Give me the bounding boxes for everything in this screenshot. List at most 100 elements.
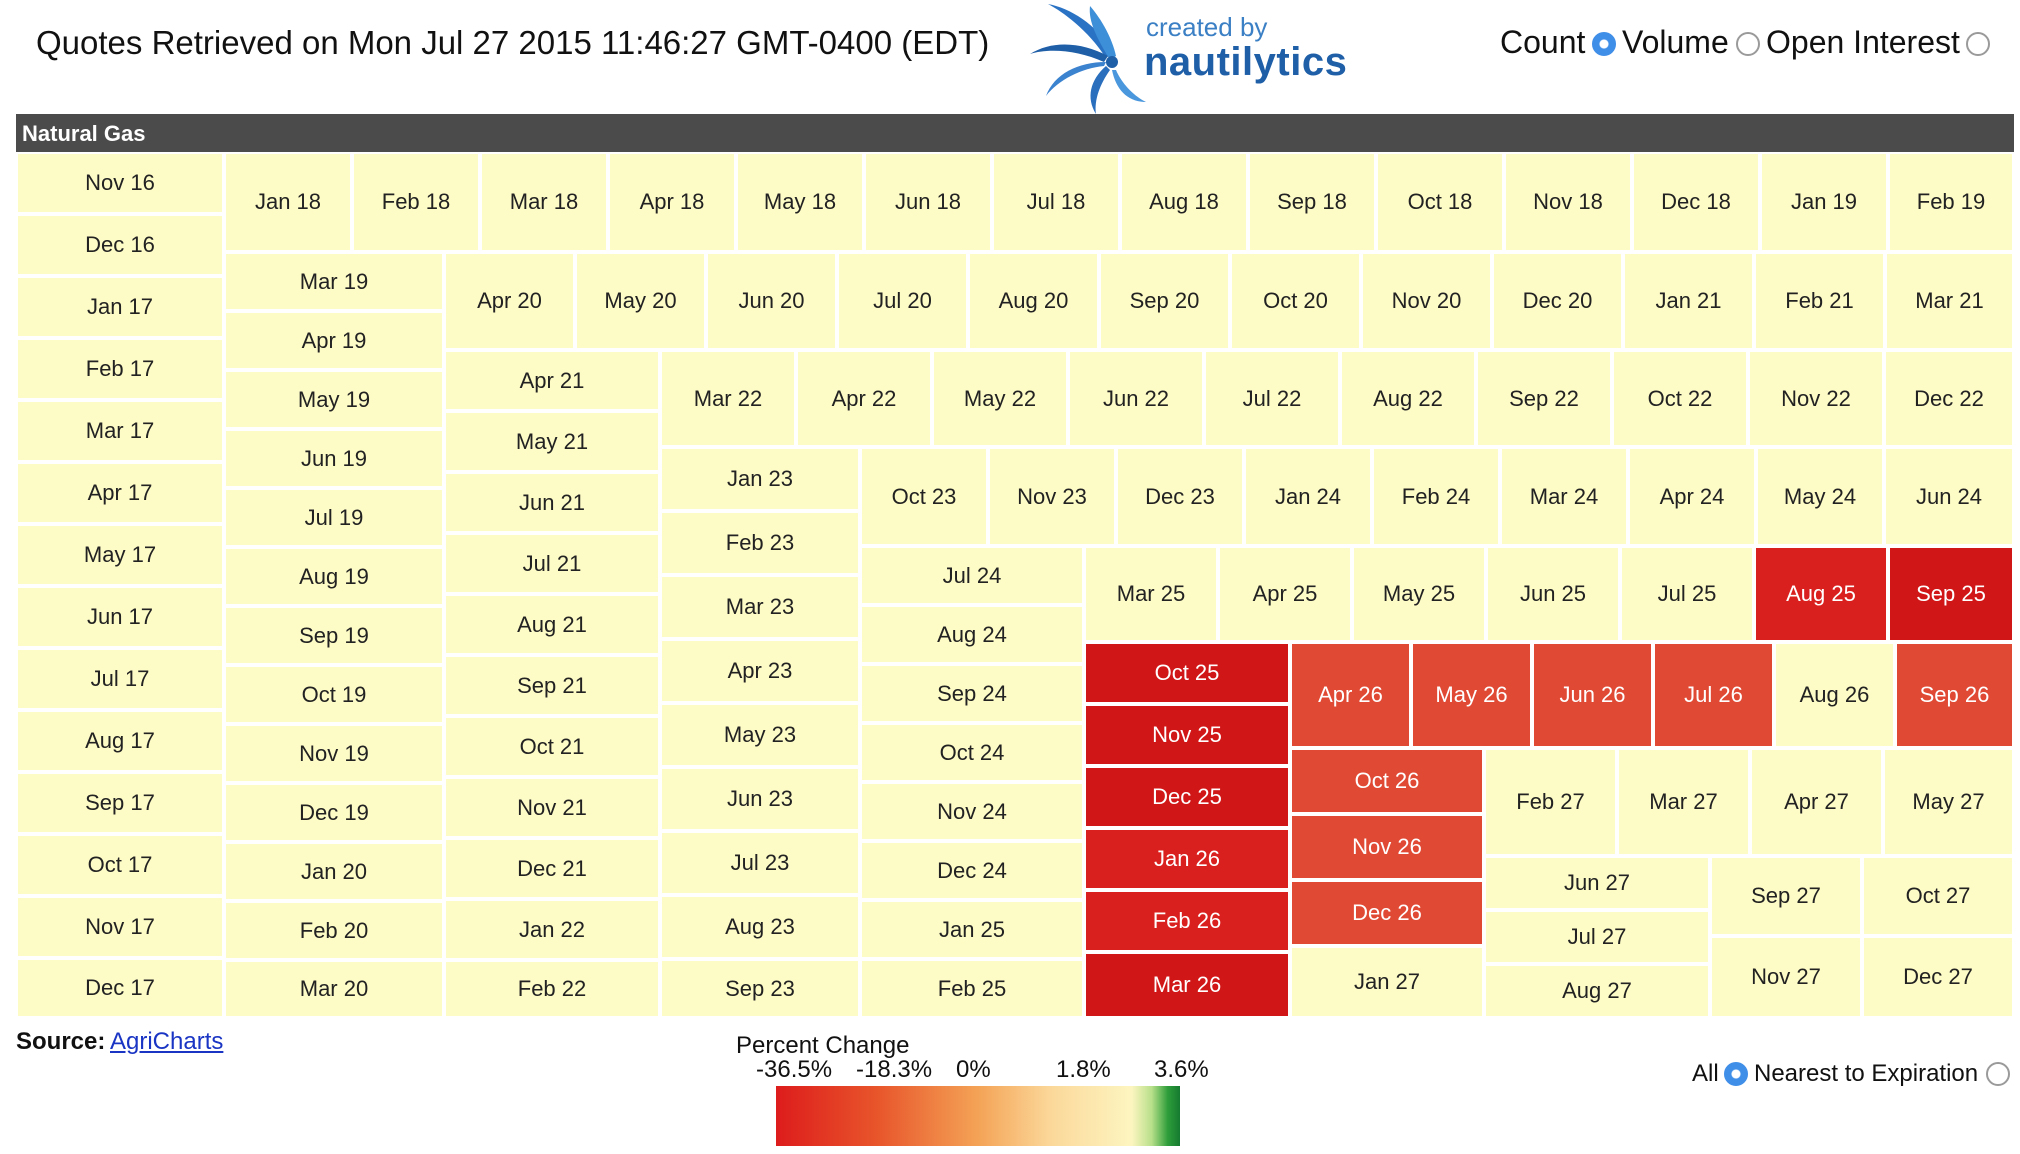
contract-cell-aug-25[interactable]: Aug 25 bbox=[1754, 546, 1888, 642]
contract-cell-nov-26[interactable]: Nov 26 bbox=[1290, 814, 1484, 880]
contract-cell-may-17[interactable]: May 17 bbox=[16, 524, 224, 586]
contract-cell-jul-25[interactable]: Jul 25 bbox=[1620, 546, 1754, 642]
filter-nearest-label[interactable]: Nearest to Expiration bbox=[1754, 1060, 1979, 1087]
contract-cell-aug-27[interactable]: Aug 27 bbox=[1484, 964, 1710, 1018]
contract-cell-nov-24[interactable]: Nov 24 bbox=[860, 782, 1084, 841]
contract-cell-may-21[interactable]: May 21 bbox=[444, 411, 660, 472]
contract-cell-may-20[interactable]: May 20 bbox=[575, 252, 706, 350]
contract-cell-jun-19[interactable]: Jun 19 bbox=[224, 429, 444, 488]
contract-cell-aug-22[interactable]: Aug 22 bbox=[1340, 350, 1476, 447]
contract-cell-jul-19[interactable]: Jul 19 bbox=[224, 488, 444, 547]
contract-cell-sep-20[interactable]: Sep 20 bbox=[1099, 252, 1230, 350]
contract-cell-feb-26[interactable]: Feb 26 bbox=[1084, 890, 1290, 952]
contract-cell-aug-26[interactable]: Aug 26 bbox=[1774, 642, 1895, 748]
contract-cell-nov-21[interactable]: Nov 21 bbox=[444, 777, 660, 838]
contract-cell-jun-17[interactable]: Jun 17 bbox=[16, 586, 224, 648]
contract-cell-aug-21[interactable]: Aug 21 bbox=[444, 594, 660, 655]
contract-cell-jul-17[interactable]: Jul 17 bbox=[16, 648, 224, 710]
contract-cell-apr-18[interactable]: Apr 18 bbox=[608, 152, 736, 252]
contract-cell-sep-23[interactable]: Sep 23 bbox=[660, 959, 860, 1018]
contract-cell-sep-19[interactable]: Sep 19 bbox=[224, 606, 444, 665]
contract-cell-jan-18[interactable]: Jan 18 bbox=[224, 152, 352, 252]
contract-cell-apr-25[interactable]: Apr 25 bbox=[1218, 546, 1352, 642]
contract-cell-apr-23[interactable]: Apr 23 bbox=[660, 639, 860, 703]
contract-cell-jul-20[interactable]: Jul 20 bbox=[837, 252, 968, 350]
contract-cell-nov-19[interactable]: Nov 19 bbox=[224, 724, 444, 783]
contract-cell-oct-18[interactable]: Oct 18 bbox=[1376, 152, 1504, 252]
contract-cell-mar-20[interactable]: Mar 20 bbox=[224, 960, 444, 1018]
contract-cell-mar-27[interactable]: Mar 27 bbox=[1617, 748, 1750, 856]
contract-cell-jan-19[interactable]: Jan 19 bbox=[1760, 152, 1888, 252]
contract-cell-dec-18[interactable]: Dec 18 bbox=[1632, 152, 1760, 252]
contract-cell-apr-24[interactable]: Apr 24 bbox=[1628, 447, 1756, 546]
contract-cell-jan-26[interactable]: Jan 26 bbox=[1084, 828, 1290, 890]
contract-cell-nov-20[interactable]: Nov 20 bbox=[1361, 252, 1492, 350]
contract-cell-apr-21[interactable]: Apr 21 bbox=[444, 350, 660, 411]
contract-cell-sep-26[interactable]: Sep 26 bbox=[1895, 642, 2014, 748]
contract-cell-jun-22[interactable]: Jun 22 bbox=[1068, 350, 1204, 447]
contract-cell-nov-17[interactable]: Nov 17 bbox=[16, 896, 224, 958]
filter-all-label[interactable]: All bbox=[1692, 1060, 1719, 1087]
contract-cell-jul-23[interactable]: Jul 23 bbox=[660, 831, 860, 895]
contract-cell-mar-18[interactable]: Mar 18 bbox=[480, 152, 608, 252]
contract-cell-oct-25[interactable]: Oct 25 bbox=[1084, 642, 1290, 704]
contract-cell-jun-25[interactable]: Jun 25 bbox=[1486, 546, 1620, 642]
contract-cell-jan-17[interactable]: Jan 17 bbox=[16, 276, 224, 338]
radio-volume[interactable] bbox=[1736, 32, 1760, 56]
contract-cell-feb-17[interactable]: Feb 17 bbox=[16, 338, 224, 400]
radio-count-label[interactable]: Count bbox=[1500, 24, 1586, 60]
contract-cell-feb-23[interactable]: Feb 23 bbox=[660, 511, 860, 575]
contract-cell-sep-24[interactable]: Sep 24 bbox=[860, 664, 1084, 723]
contract-cell-oct-20[interactable]: Oct 20 bbox=[1230, 252, 1361, 350]
contract-cell-aug-19[interactable]: Aug 19 bbox=[224, 547, 444, 606]
contract-cell-oct-26[interactable]: Oct 26 bbox=[1290, 748, 1484, 814]
contract-cell-dec-19[interactable]: Dec 19 bbox=[224, 783, 444, 842]
contract-cell-feb-22[interactable]: Feb 22 bbox=[444, 960, 660, 1018]
source-link[interactable]: AgriCharts bbox=[110, 1028, 224, 1055]
contract-cell-jan-20[interactable]: Jan 20 bbox=[224, 842, 444, 901]
contract-cell-oct-23[interactable]: Oct 23 bbox=[860, 447, 988, 546]
contract-cell-jun-24[interactable]: Jun 24 bbox=[1884, 447, 2014, 546]
contract-cell-apr-22[interactable]: Apr 22 bbox=[796, 350, 932, 447]
contract-cell-dec-27[interactable]: Dec 27 bbox=[1862, 936, 2014, 1018]
contract-cell-oct-17[interactable]: Oct 17 bbox=[16, 834, 224, 896]
contract-cell-jun-26[interactable]: Jun 26 bbox=[1532, 642, 1653, 748]
contract-cell-jun-18[interactable]: Jun 18 bbox=[864, 152, 992, 252]
contract-cell-jun-23[interactable]: Jun 23 bbox=[660, 767, 860, 831]
contract-cell-jan-21[interactable]: Jan 21 bbox=[1623, 252, 1754, 350]
contract-cell-mar-23[interactable]: Mar 23 bbox=[660, 575, 860, 639]
contract-cell-mar-19[interactable]: Mar 19 bbox=[224, 252, 444, 311]
contract-cell-apr-19[interactable]: Apr 19 bbox=[224, 311, 444, 370]
contract-cell-jan-24[interactable]: Jan 24 bbox=[1244, 447, 1372, 546]
contract-cell-dec-22[interactable]: Dec 22 bbox=[1884, 350, 2014, 447]
filter-all-radio[interactable] bbox=[1724, 1062, 1748, 1086]
contract-cell-may-25[interactable]: May 25 bbox=[1352, 546, 1486, 642]
contract-cell-feb-20[interactable]: Feb 20 bbox=[224, 901, 444, 960]
contract-cell-sep-21[interactable]: Sep 21 bbox=[444, 655, 660, 716]
contract-cell-nov-23[interactable]: Nov 23 bbox=[988, 447, 1116, 546]
contract-cell-aug-24[interactable]: Aug 24 bbox=[860, 605, 1084, 664]
contract-cell-jul-26[interactable]: Jul 26 bbox=[1653, 642, 1774, 748]
contract-cell-mar-26[interactable]: Mar 26 bbox=[1084, 952, 1290, 1018]
contract-cell-may-24[interactable]: May 24 bbox=[1756, 447, 1884, 546]
contract-cell-apr-20[interactable]: Apr 20 bbox=[444, 252, 575, 350]
contract-cell-sep-27[interactable]: Sep 27 bbox=[1710, 856, 1862, 936]
contract-cell-feb-25[interactable]: Feb 25 bbox=[860, 959, 1084, 1018]
contract-cell-jul-24[interactable]: Jul 24 bbox=[860, 546, 1084, 605]
radio-count[interactable] bbox=[1592, 32, 1616, 56]
contract-cell-may-23[interactable]: May 23 bbox=[660, 703, 860, 767]
contract-cell-dec-20[interactable]: Dec 20 bbox=[1492, 252, 1623, 350]
contract-cell-oct-27[interactable]: Oct 27 bbox=[1862, 856, 2014, 936]
contract-cell-jul-21[interactable]: Jul 21 bbox=[444, 533, 660, 594]
radio-open-interest-label[interactable]: Open Interest bbox=[1766, 24, 1960, 60]
contract-cell-may-27[interactable]: May 27 bbox=[1883, 748, 2014, 856]
contract-cell-dec-16[interactable]: Dec 16 bbox=[16, 214, 224, 276]
contract-cell-nov-18[interactable]: Nov 18 bbox=[1504, 152, 1632, 252]
contract-cell-dec-24[interactable]: Dec 24 bbox=[860, 841, 1084, 900]
contract-cell-dec-23[interactable]: Dec 23 bbox=[1116, 447, 1244, 546]
contract-cell-may-22[interactable]: May 22 bbox=[932, 350, 1068, 447]
contract-cell-jun-21[interactable]: Jun 21 bbox=[444, 472, 660, 533]
contract-cell-aug-20[interactable]: Aug 20 bbox=[968, 252, 1099, 350]
contract-cell-aug-23[interactable]: Aug 23 bbox=[660, 895, 860, 959]
contract-cell-dec-17[interactable]: Dec 17 bbox=[16, 958, 224, 1018]
